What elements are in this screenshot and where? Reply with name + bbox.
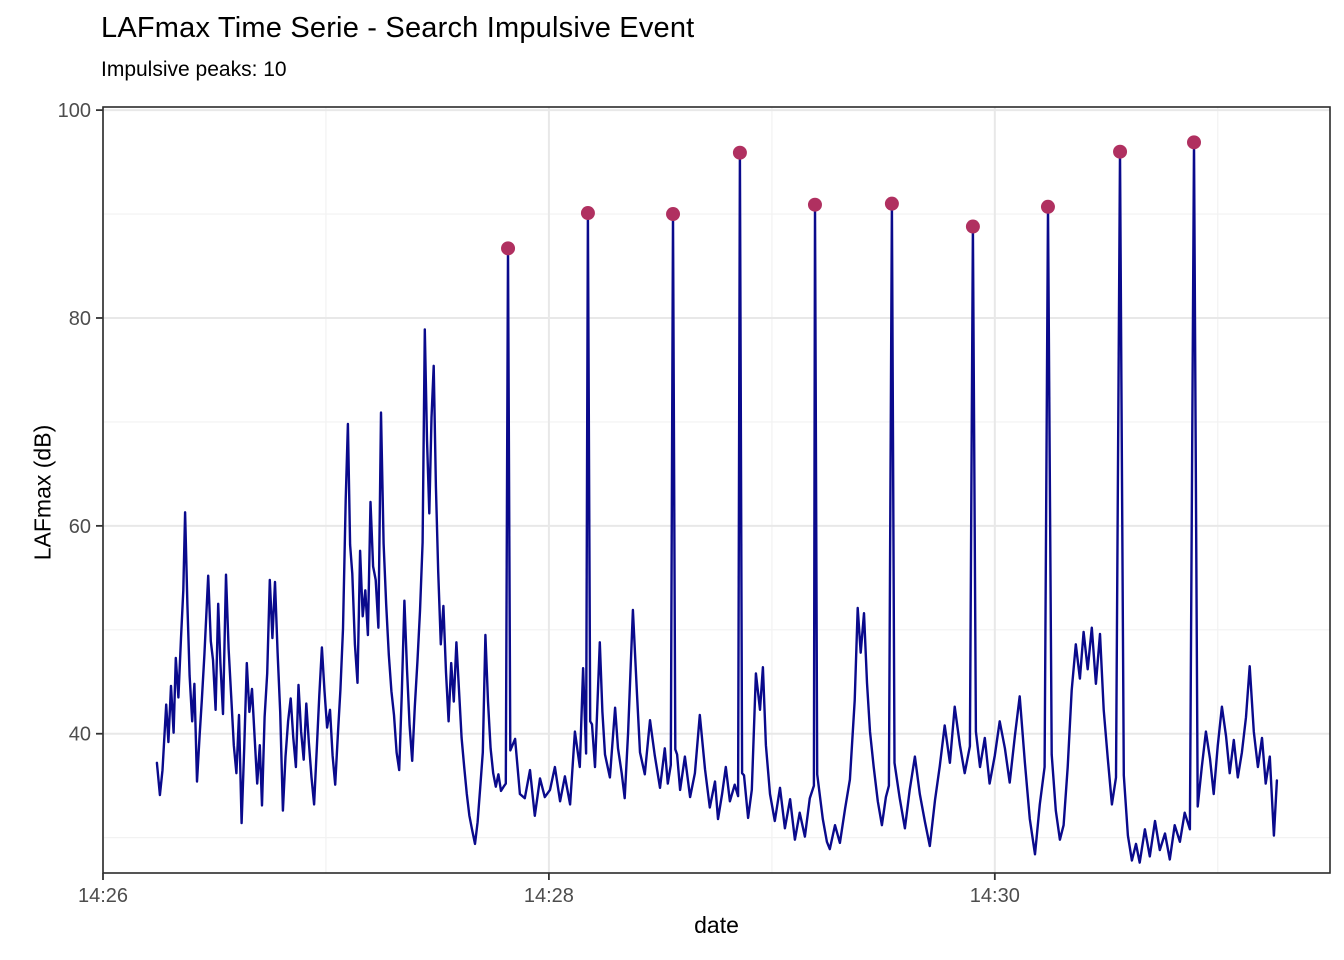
y-tick-label: 100 [58,100,91,122]
chart-subtitle: Impulsive peaks: 10 [101,58,287,81]
x-axis-title: date [694,912,739,938]
impulsive-peak-marker [666,207,681,222]
y-tick-label: 80 [69,308,91,330]
panel-background [103,107,1330,873]
y-tick-label: 60 [69,516,91,538]
x-tick-label: 14:26 [78,885,128,907]
chart-title: LAFmax Time Serie - Search Impulsive Eve… [101,12,695,44]
impulsive-peak-marker [732,145,747,160]
impulsive-peak-marker [1113,144,1128,159]
impulsive-peak-marker [1040,199,1055,214]
impulsive-peak-marker [965,219,980,234]
impulsive-peak-marker [580,206,595,221]
impulsive-peak-marker [501,241,516,256]
y-tick-label: 40 [69,724,91,746]
x-tick-label: 14:30 [970,885,1020,907]
impulsive-peak-marker [884,196,899,211]
panel-border [102,106,1331,874]
impulsive-peak-marker [807,197,822,212]
x-tick-label: 14:28 [524,885,574,907]
impulsive-peak-marker [1186,135,1201,150]
lafmax-series-line [155,141,1279,864]
